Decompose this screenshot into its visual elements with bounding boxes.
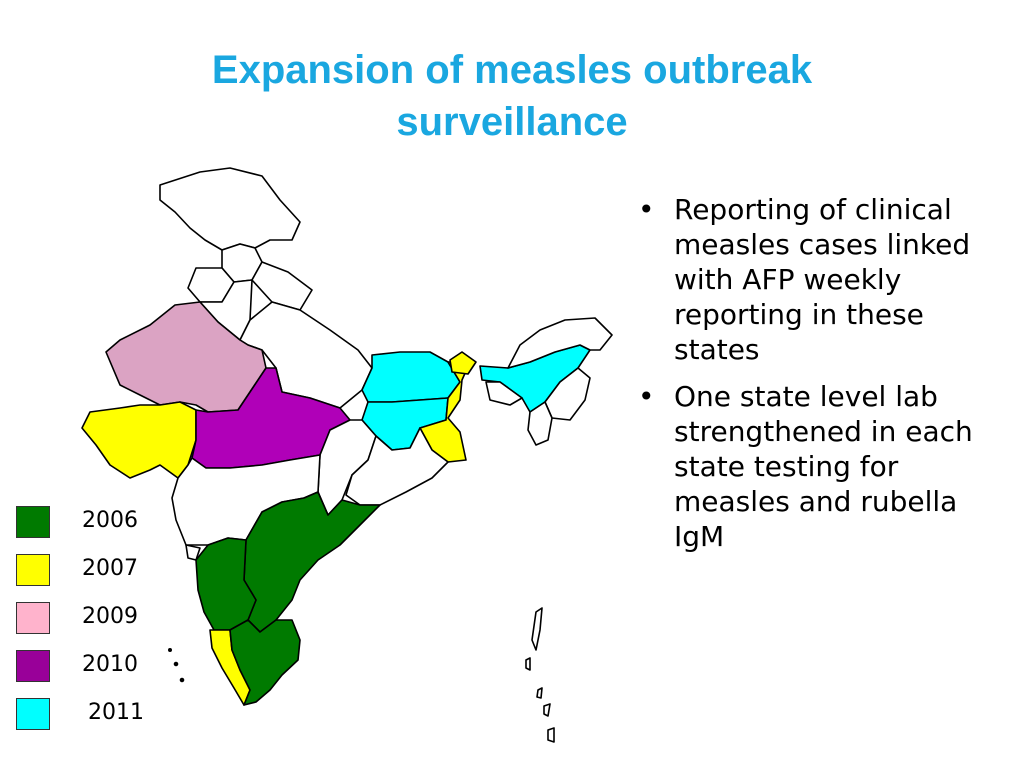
lakshadweep-islands — [168, 647, 185, 683]
state-karnataka — [195, 537, 257, 631]
state-bihar — [361, 351, 461, 403]
legend-label-2009: 2009 — [82, 604, 138, 629]
legend-label-2011: 2011 — [88, 700, 144, 725]
state-jammu-kashmir — [159, 167, 301, 251]
legend-swatch-2010 — [16, 650, 50, 682]
legend-swatch-2009 — [16, 602, 50, 634]
bullet-dot-icon: • — [638, 380, 655, 413]
state-andhra-pradesh — [243, 491, 381, 633]
title-line-1: Expansion of measles outbreak — [211, 48, 813, 92]
india-state-map — [81, 167, 613, 743]
bullet-item: • Reporting of clinical measles cases li… — [636, 192, 1016, 367]
legend-label-2010: 2010 — [82, 652, 138, 677]
slide-title: Expansion of measles outbreak surveillan… — [0, 44, 1024, 148]
bullet-text: One state level lab strengthened in each… — [674, 380, 973, 553]
legend-swatch-2006 — [16, 506, 50, 538]
state-uttarakhand — [251, 261, 313, 311]
state-arunachal-pradesh — [507, 317, 613, 369]
bullet-item: • One state level lab strengthened in ea… — [636, 379, 1016, 554]
state-gujarat — [81, 401, 197, 479]
andaman-nicobar-islands — [525, 607, 555, 743]
bullet-text: Reporting of clinical measles cases link… — [674, 193, 971, 366]
legend-swatch-2007 — [16, 554, 50, 586]
state-meghalaya — [485, 381, 523, 406]
state-tamil-nadu — [229, 619, 301, 706]
legend-swatch-2011 — [16, 698, 50, 730]
title-line-2: surveillance — [396, 100, 628, 144]
legend-label-2007: 2007 — [82, 556, 138, 581]
bullet-dot-icon: • — [638, 193, 655, 226]
state-west-bengal — [419, 361, 471, 463]
state-mizoram-tripura — [527, 401, 553, 446]
legend-label-2006: 2006 — [82, 508, 138, 533]
state-sikkim — [449, 351, 477, 375]
state-odisha — [345, 427, 449, 506]
bullet-list: • Reporting of clinical measles cases li… — [636, 192, 1016, 566]
